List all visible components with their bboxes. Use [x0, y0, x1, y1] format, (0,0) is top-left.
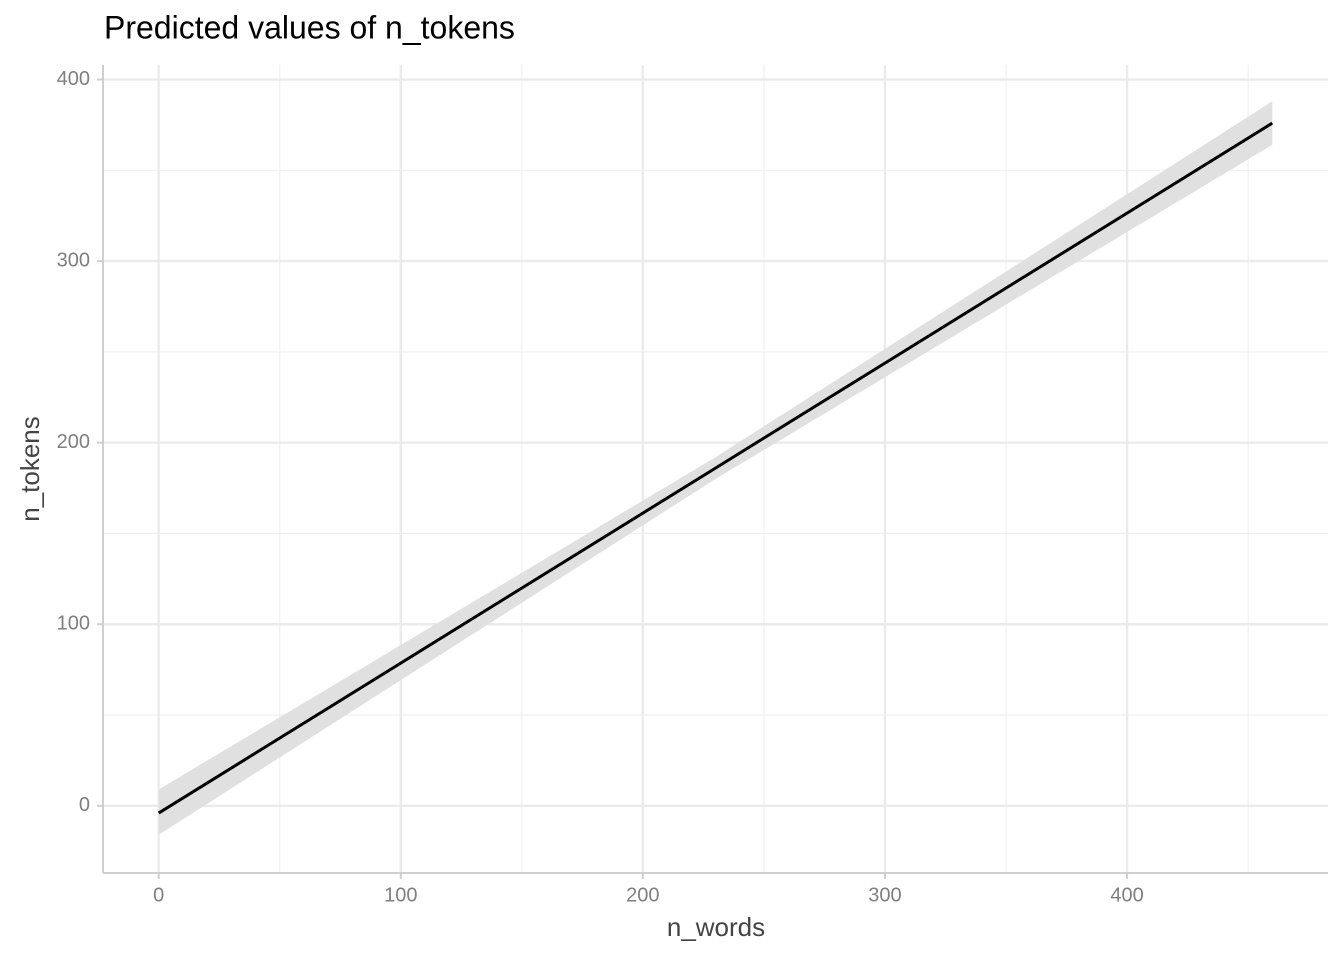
y-tick-label: 300 [57, 249, 90, 271]
y-axis-title: n_tokens [15, 416, 45, 522]
line [157, 121, 1274, 815]
x-tick-label: 100 [384, 884, 417, 906]
chart-title: Predicted values of n_tokens [104, 9, 515, 45]
y-tick-label: 0 [79, 794, 90, 816]
x-tick-label: 200 [626, 884, 659, 906]
x-tick-label: 400 [1110, 884, 1143, 906]
y-tick-label: 400 [57, 68, 90, 90]
y-tick-label: 200 [57, 431, 90, 453]
x-tick-label: 300 [868, 884, 901, 906]
x-tick-label: 0 [153, 884, 164, 906]
y-tick-label: 100 [57, 613, 90, 635]
x-axis-title: n_words [667, 912, 765, 942]
